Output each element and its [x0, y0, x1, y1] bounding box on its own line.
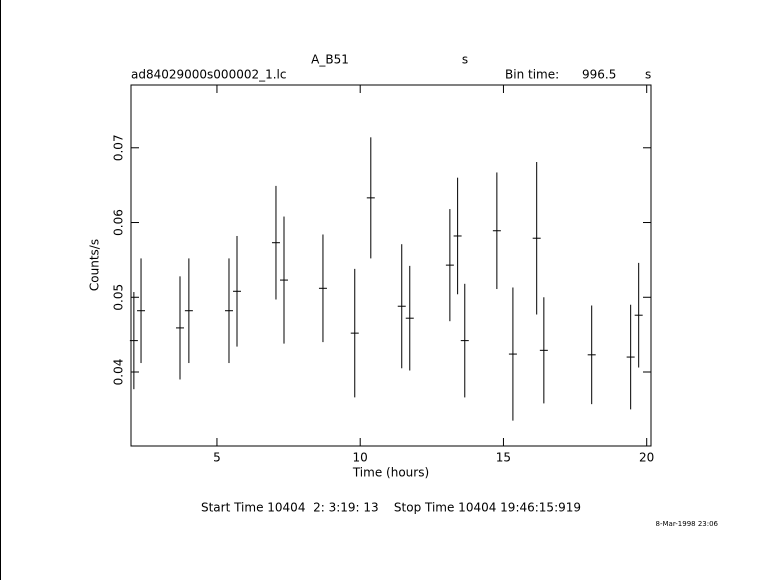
- bin-time: 996.5: [582, 68, 616, 82]
- y-tick-label: 0.07: [112, 134, 126, 161]
- x-tick-label: 20: [639, 451, 654, 465]
- plot-frame: [130, 84, 652, 447]
- bin-time-unit: s: [645, 68, 651, 82]
- y-tick-label: 0.06: [112, 209, 126, 236]
- date-stamp: 8-Mar-1998 23:06: [656, 520, 719, 528]
- y-tick-label: 0.04: [112, 359, 126, 386]
- footer: Start Time 10404 2: 3:19: 13 Stop Time 1…: [201, 501, 581, 515]
- title-unit: s: [462, 53, 468, 67]
- x-tick-label: 5: [213, 451, 221, 465]
- file-name: ad84029000s000002_1.lc: [131, 68, 287, 82]
- y-axis-label: Counts/s: [88, 239, 102, 291]
- bin-time-label: Bin time:: [505, 68, 559, 82]
- x-tick-label: 10: [353, 451, 368, 465]
- x-tick-label: 15: [496, 451, 511, 465]
- y-tick-label: 0.05: [112, 284, 126, 311]
- x-axis-label: Time (hours): [352, 466, 429, 480]
- chart-title: A_B51: [311, 53, 349, 67]
